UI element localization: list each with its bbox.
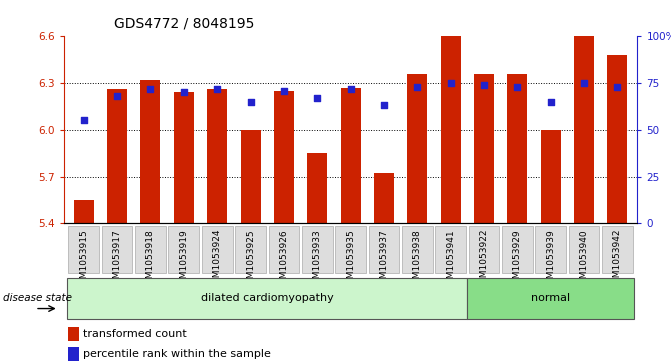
FancyBboxPatch shape xyxy=(569,226,599,273)
Bar xyxy=(107,89,127,223)
FancyBboxPatch shape xyxy=(168,226,199,273)
Point xyxy=(145,86,156,91)
Text: GSM1053938: GSM1053938 xyxy=(413,229,422,290)
Text: GDS4772 / 8048195: GDS4772 / 8048195 xyxy=(114,16,254,30)
Bar xyxy=(307,153,327,223)
Point xyxy=(512,84,523,90)
Bar xyxy=(474,74,494,223)
Point xyxy=(245,99,256,105)
FancyBboxPatch shape xyxy=(502,226,533,273)
Text: GSM1053919: GSM1053919 xyxy=(179,229,189,290)
Text: GSM1053939: GSM1053939 xyxy=(546,229,555,290)
Bar xyxy=(140,80,160,223)
Text: normal: normal xyxy=(531,293,570,303)
Point xyxy=(212,86,223,91)
FancyBboxPatch shape xyxy=(535,226,566,273)
Bar xyxy=(574,36,594,223)
FancyBboxPatch shape xyxy=(268,226,299,273)
FancyBboxPatch shape xyxy=(402,226,433,273)
Point xyxy=(178,90,189,95)
FancyBboxPatch shape xyxy=(202,226,233,273)
Point xyxy=(378,103,389,109)
FancyBboxPatch shape xyxy=(68,226,99,273)
Point xyxy=(478,82,489,88)
Text: percentile rank within the sample: percentile rank within the sample xyxy=(83,349,271,359)
FancyBboxPatch shape xyxy=(602,226,633,273)
Point xyxy=(345,86,356,91)
Bar xyxy=(74,200,94,223)
Point xyxy=(412,84,423,90)
Text: GSM1053941: GSM1053941 xyxy=(446,229,455,290)
Bar xyxy=(541,130,561,223)
Point xyxy=(578,80,589,86)
Bar xyxy=(67,278,467,319)
Text: GSM1053942: GSM1053942 xyxy=(613,229,622,289)
Bar xyxy=(374,174,394,223)
Bar xyxy=(507,74,527,223)
Text: GSM1053922: GSM1053922 xyxy=(480,229,488,289)
FancyBboxPatch shape xyxy=(435,226,466,273)
Text: GSM1053915: GSM1053915 xyxy=(79,229,89,290)
Text: GSM1053933: GSM1053933 xyxy=(313,229,321,290)
Bar xyxy=(274,91,294,223)
Text: GSM1053935: GSM1053935 xyxy=(346,229,355,290)
Bar xyxy=(68,327,79,341)
Text: dilated cardiomyopathy: dilated cardiomyopathy xyxy=(201,293,333,303)
Bar xyxy=(467,278,634,319)
Bar xyxy=(607,55,627,223)
Text: GSM1053918: GSM1053918 xyxy=(146,229,155,290)
FancyBboxPatch shape xyxy=(102,226,132,273)
Text: disease state: disease state xyxy=(3,293,72,303)
Text: GSM1053917: GSM1053917 xyxy=(113,229,121,290)
Bar xyxy=(174,92,194,223)
Bar xyxy=(240,130,260,223)
Text: GSM1053940: GSM1053940 xyxy=(580,229,588,290)
Bar xyxy=(441,36,461,223)
Point xyxy=(446,80,456,86)
FancyBboxPatch shape xyxy=(368,226,399,273)
Point xyxy=(278,87,289,93)
Bar xyxy=(68,347,79,361)
FancyBboxPatch shape xyxy=(302,226,333,273)
Point xyxy=(546,99,556,105)
Text: GSM1053924: GSM1053924 xyxy=(213,229,221,289)
FancyBboxPatch shape xyxy=(236,226,266,273)
Bar xyxy=(341,88,360,223)
Text: transformed count: transformed count xyxy=(83,329,187,339)
FancyBboxPatch shape xyxy=(468,226,499,273)
Text: GSM1053929: GSM1053929 xyxy=(513,229,522,290)
Point xyxy=(612,84,623,90)
Point xyxy=(79,118,89,123)
Bar xyxy=(407,74,427,223)
Text: GSM1053925: GSM1053925 xyxy=(246,229,255,290)
FancyBboxPatch shape xyxy=(135,226,166,273)
Point xyxy=(112,93,123,99)
FancyBboxPatch shape xyxy=(336,226,366,273)
Text: GSM1053937: GSM1053937 xyxy=(380,229,389,290)
Point xyxy=(312,95,323,101)
Bar xyxy=(207,89,227,223)
Text: GSM1053926: GSM1053926 xyxy=(279,229,289,290)
